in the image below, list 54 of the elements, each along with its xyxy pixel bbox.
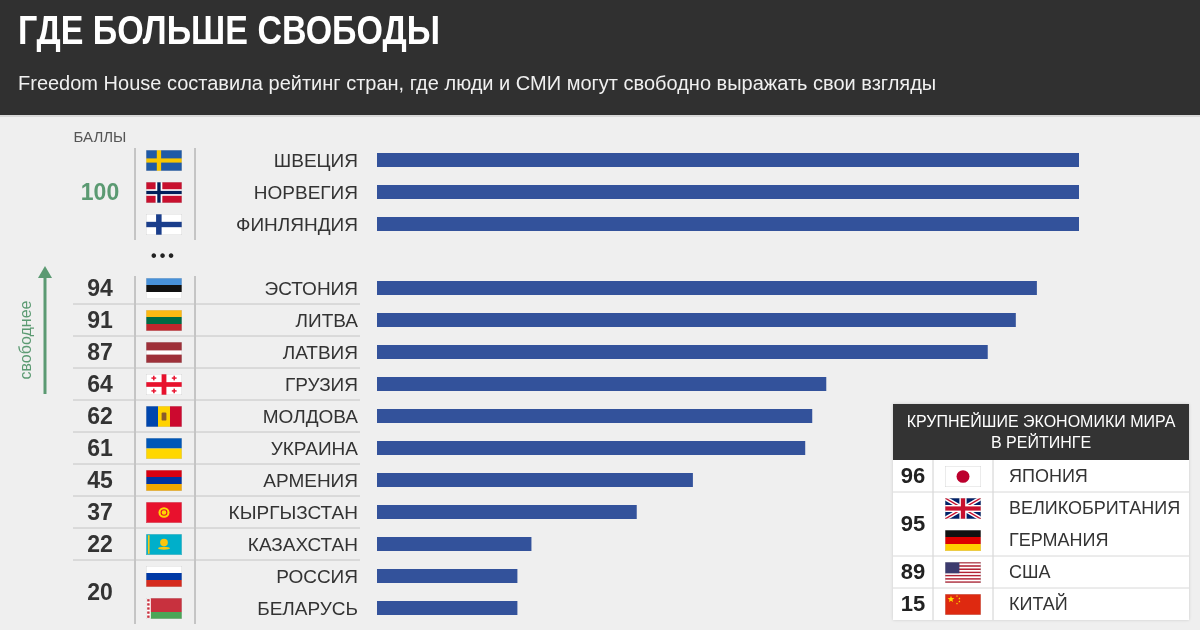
data-label: 22 — [87, 531, 113, 557]
y-tick-label: ЭСТОНИЯ — [264, 277, 358, 299]
y-tick-label: НОРВЕГИЯ — [253, 181, 358, 203]
y-tick-label: ЛАТВИЯ — [282, 341, 358, 363]
y-tick-label: РОССИЯ — [276, 565, 358, 587]
y-tick-label: КЫРГЫЗСТАН — [228, 501, 358, 523]
bar — [377, 473, 693, 487]
bar — [377, 313, 1016, 327]
y-tick-label: УКРАИНА — [270, 437, 359, 459]
y-tick-label: ФИНЛЯНДИЯ — [236, 213, 358, 235]
text: 95 — [900, 511, 926, 536]
y-tick-label: БЕЛАРУСЬ — [257, 597, 358, 619]
bar — [377, 441, 806, 455]
data-label: 37 — [87, 499, 113, 525]
category-label: ЯПОНИЯ — [1009, 465, 1088, 488]
text: 96 — [900, 463, 926, 488]
data-label: 91 — [87, 307, 113, 333]
text: 89 — [900, 559, 926, 584]
bar — [377, 569, 518, 583]
text: ••• — [150, 246, 178, 266]
bar — [377, 537, 532, 551]
data-label: 100 — [80, 179, 120, 205]
chart-subtitle: Freedom House составила рейтинг стран, где люди и СМИ могут свободно выражать свои взгляды — [18, 71, 937, 96]
chart-title: ГДЕ БОЛЬШЕ СВОБОДЫ — [18, 7, 441, 54]
text: БАЛЛЫ — [72, 128, 128, 146]
data-label: 20 — [87, 579, 113, 605]
bar — [377, 217, 1079, 231]
bar — [377, 153, 1079, 167]
bar — [377, 185, 1079, 199]
data-label: 94 — [87, 275, 113, 301]
y-tick-label: АРМЕНИЯ — [263, 469, 358, 491]
bar — [377, 601, 518, 615]
data-label: 87 — [87, 339, 113, 365]
data-label: 45 — [87, 467, 113, 493]
y-tick-label: МОЛДОВА — [262, 405, 359, 427]
category-label: ВЕЛИКОБРИТАНИЯ — [1009, 497, 1181, 520]
bar — [377, 409, 813, 423]
category-label: США — [1009, 561, 1051, 584]
y-tick-label: ШВЕЦИЯ — [273, 149, 358, 171]
bar — [377, 345, 988, 359]
data-label: 62 — [87, 403, 113, 429]
y-tick-label: ГРУЗИЯ — [284, 373, 358, 395]
text: 15 — [900, 591, 926, 616]
y-tick-label: КАЗАХСТАН — [247, 533, 358, 555]
category-label: КИТАЙ — [1009, 592, 1068, 616]
data-label: 61 — [87, 435, 113, 461]
bar — [377, 505, 637, 519]
bar — [377, 281, 1037, 295]
y-tick-label: ЛИТВА — [295, 309, 359, 331]
data-label: 64 — [87, 371, 113, 397]
text: свободнее — [17, 300, 35, 380]
text: КРУПНЕЙШИЕ ЭКОНОМИКИ МИРА В РЕЙТИНГЕ — [893, 404, 1189, 460]
bar — [377, 377, 827, 391]
category-label: ГЕРМАНИЯ — [1009, 529, 1109, 552]
